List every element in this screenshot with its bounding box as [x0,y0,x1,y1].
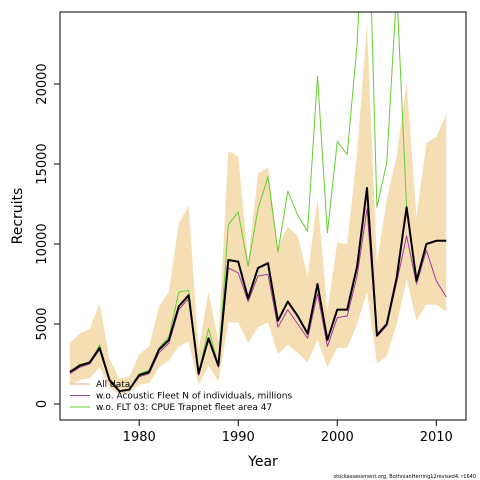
y-tick-label: 10000 [35,223,50,264]
x-tick-label: 1990 [222,430,255,445]
y-tick-label: 20000 [35,63,50,104]
legend: All data w.o. Acoustic Fleet N of individ… [70,380,292,413]
series-lines [69,12,447,393]
y-axis-title: Recruits [10,188,26,245]
credit-text: stockassessment.org, BothnianHerring12re… [333,474,476,480]
legend-label: w.o. FLT 03: CPUE Trapnet fleet area 47 [96,403,272,413]
legend-label: All data [96,380,130,390]
x-tick-label: 2000 [321,430,354,445]
legend-label: w.o. Acoustic Fleet N of individuals, mi… [96,392,292,402]
x-axis-title: Year [247,454,278,470]
y-tick-label: 15000 [35,143,50,184]
x-tick-label: 2010 [420,430,453,445]
x-axis: 1980 1990 2000 2010 [123,419,453,445]
x-tick-label: 1980 [123,430,156,445]
series-line-1 [69,187,447,393]
y-axis: 0 5000 10000 15000 20000 [35,63,61,408]
y-tick-label: 5000 [35,307,50,340]
y-tick-label: 0 [35,400,50,408]
